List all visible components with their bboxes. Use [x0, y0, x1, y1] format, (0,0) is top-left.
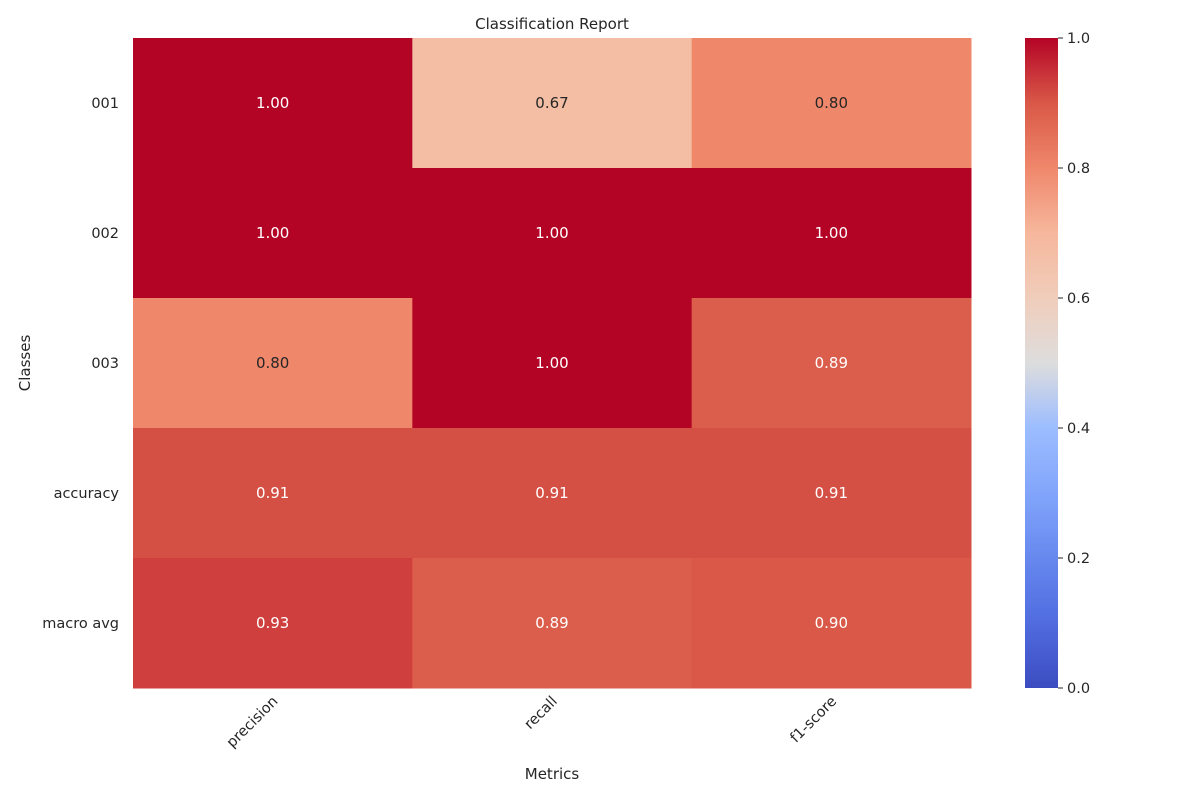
- cell-value-label: 1.00: [535, 354, 568, 372]
- cell-value-label: 0.89: [815, 354, 848, 372]
- row-tick-label: accuracy: [54, 486, 120, 502]
- cell-value-label: 0.89: [535, 614, 568, 632]
- colorbar-tick-label: 0.8: [1067, 161, 1090, 177]
- column-tick-label: precision: [224, 694, 282, 752]
- heatmap-cell: [412, 298, 693, 429]
- row-tick-labels: 001 002 003 accuracy macro avg: [42, 96, 119, 632]
- row-tick-label: 001: [91, 96, 119, 112]
- y-axis-label: Classes: [16, 335, 34, 392]
- colorbar-tick-label: 1.0: [1067, 31, 1090, 47]
- heatmap-cell: [133, 558, 413, 689]
- colorbar-tick-label: 0.4: [1067, 421, 1090, 437]
- heatmap-cell: [691, 38, 972, 169]
- cell-value-label: 0.91: [535, 484, 568, 502]
- cell-value-label: 0.67: [535, 94, 568, 112]
- heatmap-cell: [412, 428, 693, 559]
- cell-value-label: 0.93: [256, 614, 289, 632]
- heatmap-cell: [412, 38, 693, 169]
- row-tick-label: macro avg: [42, 616, 119, 632]
- column-tick-label: recall: [522, 694, 561, 733]
- heatmap-cell: [691, 428, 972, 559]
- cell-value-label: 0.90: [815, 614, 848, 632]
- colorbar-tick-label: 0.0: [1067, 681, 1090, 697]
- heatmap-cell: [412, 558, 693, 689]
- x-axis-label: Metrics: [525, 765, 580, 783]
- column-tick-label: f1-score: [787, 693, 840, 746]
- cell-value-label: 0.91: [815, 484, 848, 502]
- cell-value-label: 0.80: [256, 354, 289, 372]
- cell-value-label: 1.00: [815, 224, 848, 242]
- cell-value-label: 1.00: [256, 224, 289, 242]
- chart-title: Classification Report: [475, 15, 629, 33]
- column-tick-labels: precision recall f1-score: [224, 693, 840, 751]
- colorbar-tick-label: 0.6: [1067, 291, 1090, 307]
- row-tick-label: 003: [91, 356, 119, 372]
- heatmap-cell: [133, 428, 413, 559]
- colorbar-gradient: [1025, 38, 1058, 688]
- row-tick-label: 002: [91, 226, 119, 242]
- heatmap-cell: [691, 298, 972, 429]
- heatmap-cell: [691, 168, 972, 299]
- colorbar-tick-label: 0.2: [1067, 551, 1090, 567]
- heatmap-cell: [133, 298, 413, 429]
- colorbar: 0.0 0.2 0.4 0.6 0.8 1.0: [1025, 31, 1090, 697]
- cell-value-label: 1.00: [535, 224, 568, 242]
- heatmap-cell: [133, 168, 413, 299]
- cell-value-label: 0.80: [815, 94, 848, 112]
- heatmap-cell: [133, 38, 413, 169]
- heatmap-cell: [691, 558, 972, 689]
- cell-value-label: 1.00: [256, 94, 289, 112]
- heatmap-cells: 1.00 0.67 0.80 1.00 1.00 1.00 0.80 1.00 0.89 0.91…: [133, 38, 972, 689]
- heatmap-cell: [412, 168, 693, 299]
- colorbar-ticks: 0.0 0.2 0.4 0.6 0.8 1.0: [1058, 31, 1090, 697]
- cell-value-label: 0.91: [256, 484, 289, 502]
